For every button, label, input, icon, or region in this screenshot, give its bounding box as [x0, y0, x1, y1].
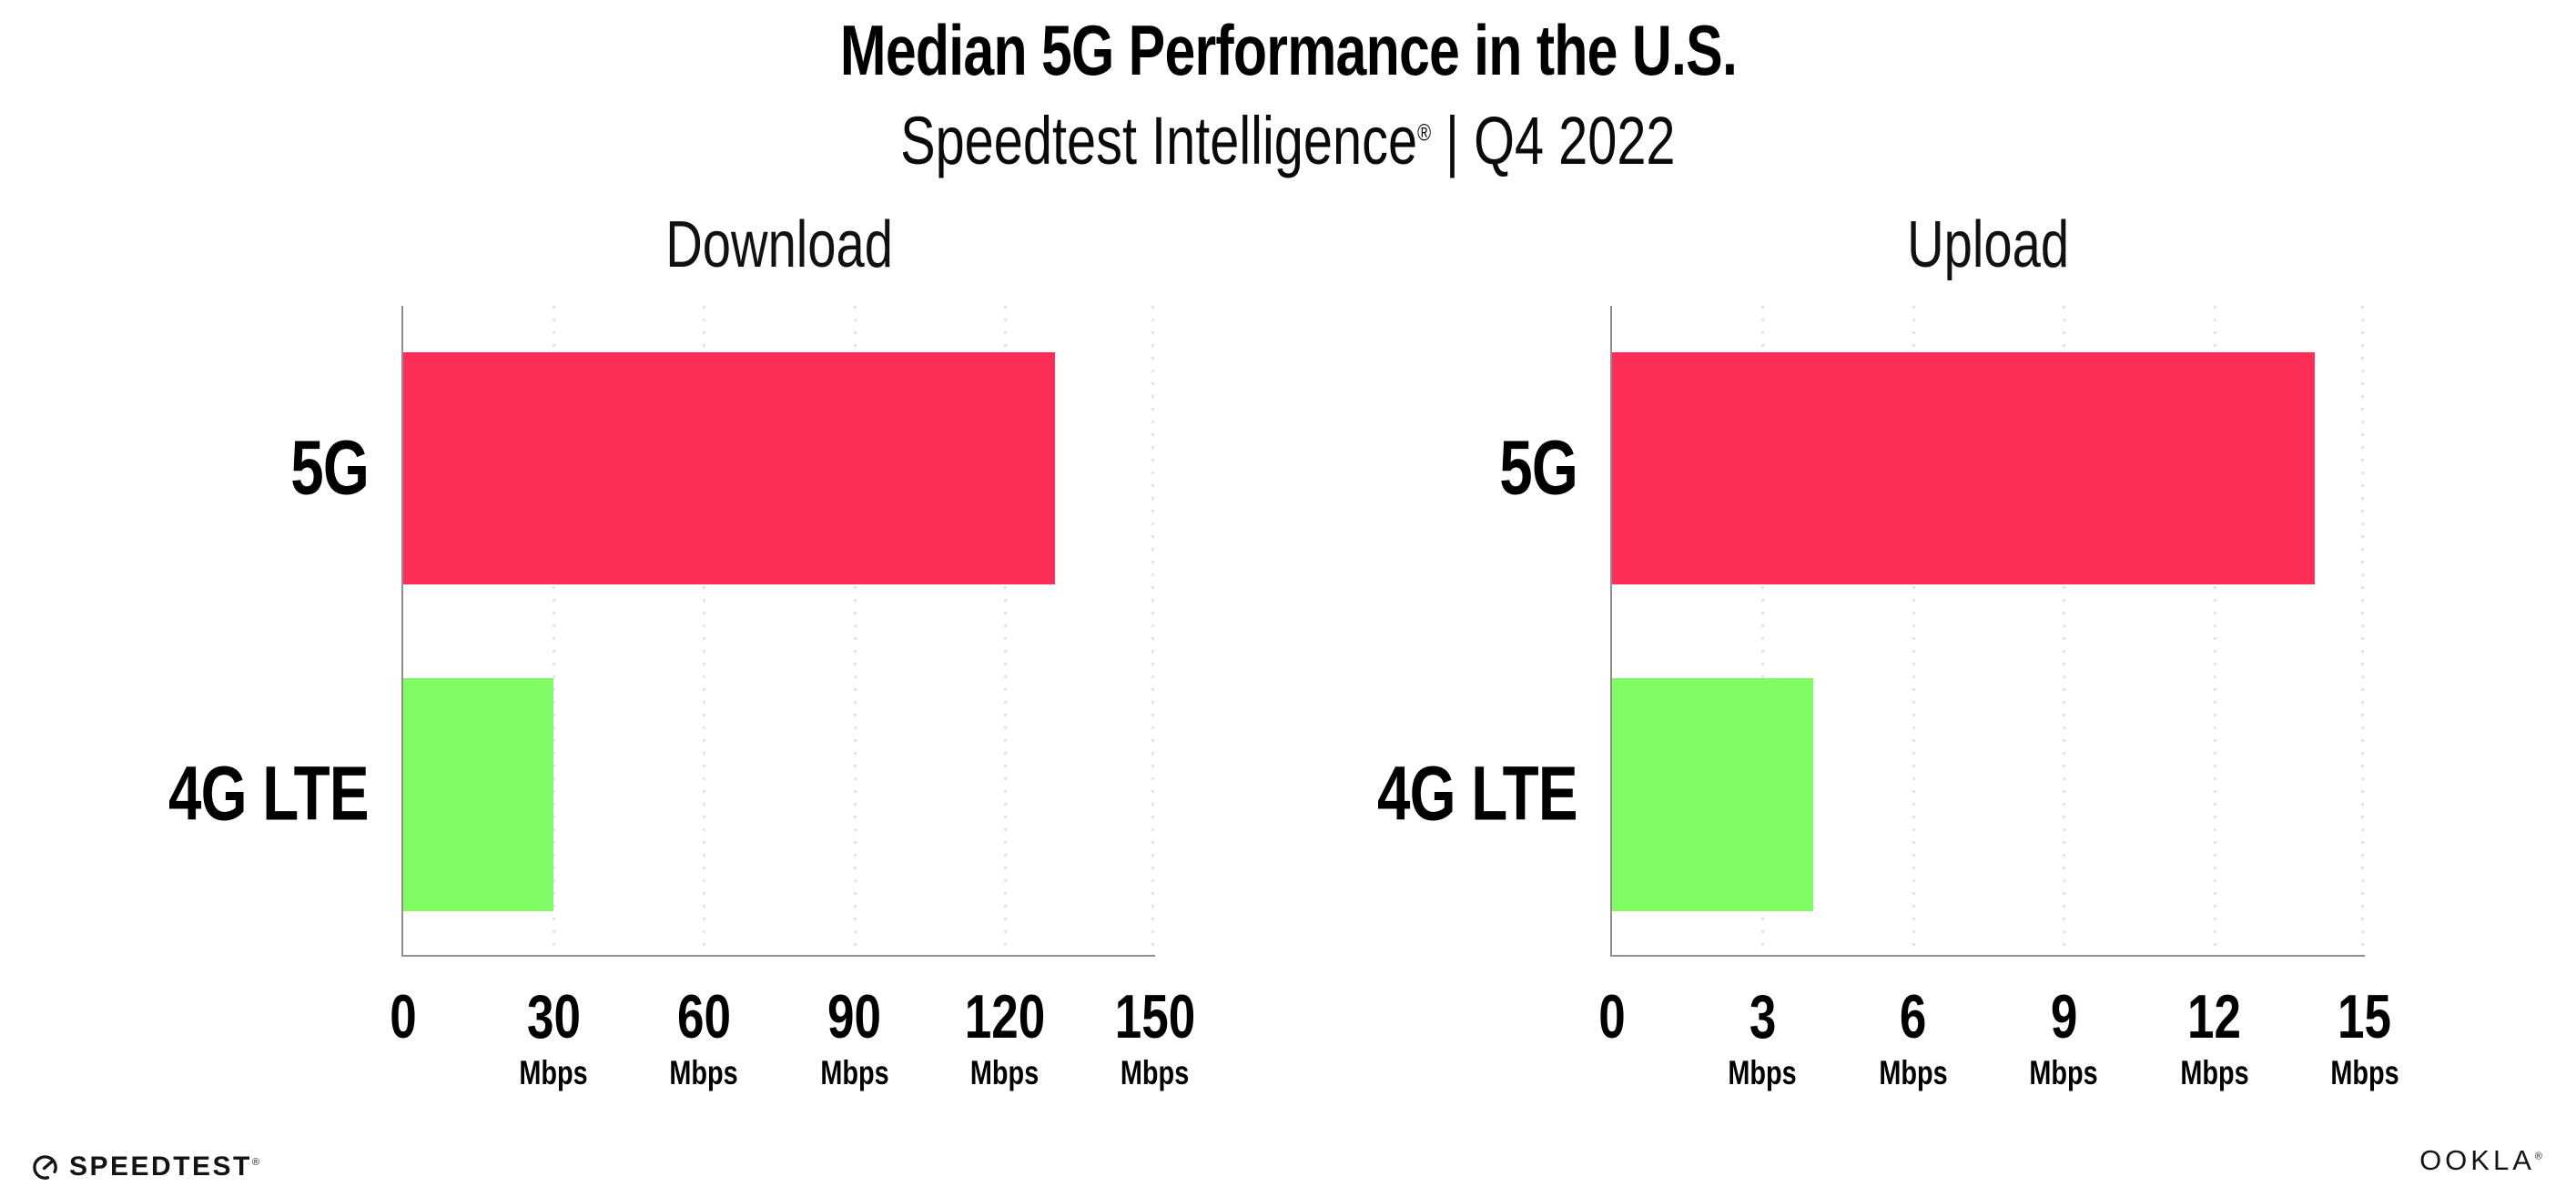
- upload-ylabel-5g-text: 5G: [1499, 424, 1578, 511]
- page-title: Median 5G Performance in the U.S.: [0, 9, 2576, 92]
- tick-number: 9: [2050, 982, 2077, 1051]
- speedtest-logo: SPEEDTEST®: [31, 1151, 261, 1182]
- download-chart-title-text: Download: [665, 208, 893, 281]
- tick-number: 3: [1749, 982, 1777, 1051]
- download-5g-bar: [403, 351, 1055, 585]
- upload-xtick-0: 0: [1595, 986, 1629, 1048]
- download-xtick-60: 60 Mbps: [660, 986, 748, 1090]
- tick-unit: Mbps: [519, 1054, 588, 1091]
- upload-xtick-15: 15 Mbps: [2321, 986, 2409, 1090]
- gridline: [2361, 306, 2364, 955]
- gridline: [1003, 306, 1007, 955]
- ookla-wordmark-text: OOKLA: [2419, 1144, 2535, 1176]
- tick-unit: Mbps: [970, 1054, 1040, 1091]
- speedtest-wordmark: SPEEDTEST®: [69, 1151, 261, 1182]
- upload-xtick-9: 9 Mbps: [2020, 986, 2108, 1090]
- download-ylabel-5g: 5G: [269, 424, 370, 512]
- download-4g-lte-bar: [403, 677, 554, 912]
- gridline: [853, 306, 857, 955]
- download-xtick-150: 150 Mbps: [1103, 986, 1206, 1090]
- tick-unit: Mbps: [1728, 1054, 1798, 1091]
- upload-ylabel-5g: 5G: [1477, 424, 1578, 512]
- page-subtitle-text: Speedtest Intelligence® | Q4 2022: [900, 102, 1675, 179]
- tick-unit: Mbps: [819, 1054, 889, 1091]
- download-ylabel-4g-lte-text: 4G LTE: [168, 750, 370, 837]
- tick-number: 30: [526, 982, 581, 1051]
- upload-4g-lte-bar: [1612, 677, 1813, 912]
- gridline: [553, 306, 556, 955]
- subtitle-period: | Q4 2022: [1431, 103, 1676, 178]
- upload-chart-title-text: Upload: [1907, 208, 2070, 281]
- registered-mark: ®: [1417, 118, 1432, 147]
- tick-unit: Mbps: [1879, 1054, 1948, 1091]
- tick-number: 15: [2338, 982, 2392, 1051]
- page-subtitle: Speedtest Intelligence® | Q4 2022: [0, 102, 2576, 179]
- gridline: [1912, 306, 1915, 955]
- upload-ylabel-4g-lte-text: 4G LTE: [1377, 750, 1578, 837]
- upload-chart-plot: Upload 5G 4G LTE 0 3 Mbps 6 Mbps 9 Mbps: [1377, 208, 2399, 1090]
- ookla-logo: OOKLA®: [2419, 1144, 2546, 1177]
- upload-ylabel-4g-lte: 4G LTE: [1321, 750, 1578, 838]
- upload-xtick-12: 12 Mbps: [2170, 986, 2258, 1090]
- tick-number: 12: [2187, 982, 2242, 1051]
- gridline: [1761, 306, 1765, 955]
- tick-number: 0: [390, 982, 417, 1051]
- speedtest-wordmark-text: SPEEDTEST: [69, 1151, 252, 1182]
- gridline: [1151, 306, 1154, 955]
- upload-xtick-3: 3 Mbps: [1719, 986, 1807, 1090]
- tick-unit: Mbps: [2029, 1054, 2098, 1091]
- tick-number: 60: [676, 982, 731, 1051]
- tick-unit: Mbps: [1121, 1054, 1190, 1091]
- gridline: [703, 306, 706, 955]
- tick-unit: Mbps: [669, 1054, 739, 1091]
- download-ylabel-4g-lte: 4G LTE: [112, 750, 370, 838]
- download-xtick-30: 30 Mbps: [510, 986, 598, 1090]
- tick-number: 0: [1598, 982, 1626, 1051]
- page-title-text: Median 5G Performance in the U.S.: [839, 10, 1737, 90]
- tick-number: 6: [1900, 982, 1927, 1051]
- speedtest-registered-mark: ®: [251, 1157, 262, 1168]
- tick-number: 90: [827, 982, 882, 1051]
- subtitle-brand: Speedtest Intelligence: [900, 103, 1418, 178]
- upload-xtick-6: 6 Mbps: [1869, 986, 1957, 1090]
- download-xtick-0: 0: [386, 986, 421, 1048]
- download-xtick-90: 90 Mbps: [810, 986, 898, 1090]
- gridline: [2213, 306, 2216, 955]
- upload-chart-title: Upload: [1612, 208, 2365, 282]
- ookla-registered-mark: ®: [2534, 1151, 2546, 1162]
- tick-number: 150: [1114, 982, 1196, 1051]
- gridline: [2063, 306, 2066, 955]
- download-chart-title: Download: [403, 208, 1155, 282]
- download-ylabel-5g-text: 5G: [290, 424, 370, 511]
- tick-unit: Mbps: [2330, 1054, 2399, 1091]
- download-chart-plot: Download 5G 4G LTE 0 30 Mbps 60 Mbps 90 …: [168, 208, 1195, 1090]
- tick-number: 120: [964, 982, 1046, 1051]
- download-xtick-120: 120 Mbps: [953, 986, 1056, 1090]
- speedtest-gauge-icon: [33, 1154, 57, 1180]
- tick-unit: Mbps: [2179, 1054, 2249, 1091]
- upload-5g-bar: [1612, 351, 2315, 585]
